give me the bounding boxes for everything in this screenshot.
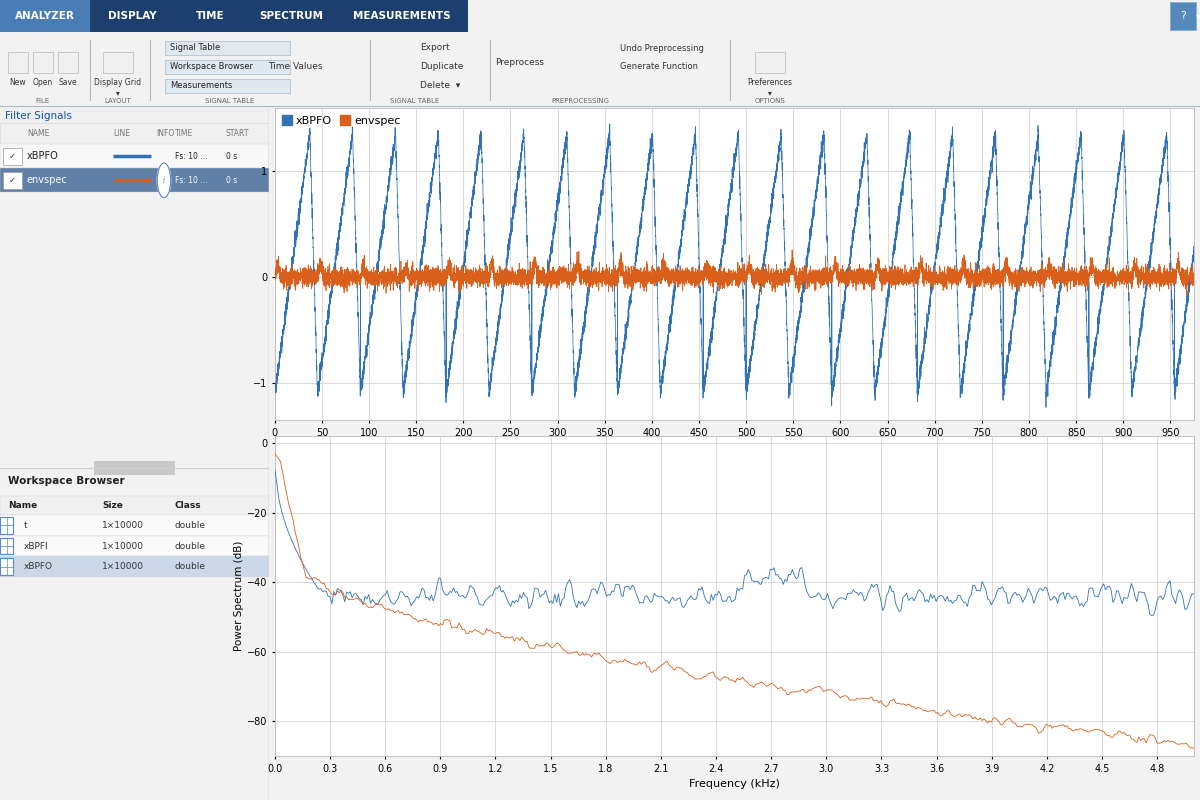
- Text: Preferences
▾: Preferences ▾: [748, 78, 792, 97]
- X-axis label: Frequency (kHz): Frequency (kHz): [689, 779, 780, 789]
- Bar: [0, 0, 90, 32]
- Text: Preprocess: Preprocess: [496, 58, 545, 67]
- Text: Workspace Browser: Workspace Browser: [8, 476, 125, 486]
- Text: INFO: INFO: [156, 129, 174, 138]
- Text: Filter Signals: Filter Signals: [5, 110, 72, 121]
- Bar: [1170, 2, 1196, 30]
- Bar: [336, 0, 468, 32]
- Text: Size: Size: [102, 501, 124, 510]
- Bar: [0, 144, 269, 168]
- Text: SIGNAL TABLE: SIGNAL TABLE: [390, 98, 439, 104]
- Legend: xBPFO, envspec: xBPFO, envspec: [281, 114, 403, 128]
- Text: 0 s: 0 s: [226, 176, 238, 185]
- Bar: [0, 515, 269, 536]
- Bar: [0, 495, 269, 515]
- Text: 1×10000: 1×10000: [102, 562, 144, 571]
- Text: START: START: [226, 129, 250, 138]
- Bar: [0, 517, 13, 534]
- Text: double: double: [175, 562, 205, 571]
- Text: Display Grid
▾: Display Grid ▾: [95, 78, 142, 97]
- Circle shape: [157, 163, 170, 198]
- Bar: [0, 557, 269, 577]
- Text: SIGNAL TABLE: SIGNAL TABLE: [205, 98, 254, 104]
- Text: PREPROCESSING: PREPROCESSING: [551, 98, 610, 104]
- Text: xBPFO: xBPFO: [26, 151, 59, 161]
- Bar: [0, 108, 269, 123]
- Bar: [174, 0, 246, 32]
- Text: MEASUREMENTS: MEASUREMENTS: [353, 11, 451, 21]
- Text: i: i: [163, 176, 166, 185]
- Text: DISPLAY: DISPLAY: [108, 11, 156, 21]
- Text: OPTIONS: OPTIONS: [755, 98, 785, 104]
- Text: double: double: [175, 542, 205, 550]
- Text: Fs: 10 ...: Fs: 10 ...: [175, 151, 208, 161]
- Text: 1×10000: 1×10000: [102, 542, 144, 550]
- Text: TIME: TIME: [175, 129, 193, 138]
- X-axis label: Time (ms): Time (ms): [707, 443, 762, 453]
- Text: TIME: TIME: [196, 11, 224, 21]
- Text: LAYOUT: LAYOUT: [104, 98, 132, 104]
- Text: xBPFI: xBPFI: [24, 542, 49, 550]
- Text: Undo Preprocessing: Undo Preprocessing: [620, 44, 704, 54]
- Text: Workspace Browser: Workspace Browser: [170, 62, 253, 71]
- Bar: [94, 461, 175, 474]
- Text: ?: ?: [1181, 11, 1186, 21]
- Text: t: t: [24, 521, 28, 530]
- Bar: [166, 60, 290, 74]
- Bar: [246, 0, 336, 32]
- Bar: [0, 536, 269, 557]
- Text: Time Values: Time Values: [268, 62, 323, 70]
- Bar: [0, 168, 269, 193]
- Text: 0 s: 0 s: [226, 151, 238, 161]
- Text: 1×10000: 1×10000: [102, 521, 144, 530]
- Text: Signal Table: Signal Table: [170, 43, 221, 53]
- Text: Fs: 10 ...: Fs: 10 ...: [175, 176, 208, 185]
- Text: Generate Function: Generate Function: [620, 62, 698, 70]
- Bar: [34, 52, 53, 73]
- Text: New: New: [10, 78, 26, 86]
- Text: double: double: [175, 521, 205, 530]
- Text: Open: Open: [32, 78, 53, 86]
- Text: ✓: ✓: [8, 151, 16, 161]
- Bar: [90, 0, 174, 32]
- Text: Class: Class: [175, 501, 202, 510]
- Text: envspec: envspec: [26, 175, 67, 186]
- Text: FILE: FILE: [36, 98, 50, 104]
- Text: LINE: LINE: [113, 129, 130, 138]
- Bar: [2, 172, 22, 189]
- Bar: [0, 558, 13, 575]
- Bar: [755, 52, 785, 73]
- Text: Name: Name: [8, 501, 37, 510]
- Bar: [166, 79, 290, 93]
- Text: Delete  ▾: Delete ▾: [420, 81, 461, 90]
- Bar: [2, 148, 22, 165]
- Text: xBPFO: xBPFO: [24, 562, 53, 571]
- Text: Duplicate: Duplicate: [420, 62, 463, 70]
- Y-axis label: Power Spectrum (dB): Power Spectrum (dB): [234, 541, 244, 651]
- Text: NAME: NAME: [26, 129, 49, 138]
- Text: ▾: ▾: [1195, 11, 1200, 21]
- Text: Export: Export: [420, 42, 450, 52]
- Bar: [166, 41, 290, 54]
- Bar: [0, 538, 13, 554]
- Bar: [58, 52, 78, 73]
- Text: ANALYZER: ANALYZER: [16, 11, 74, 21]
- Text: ✓: ✓: [8, 176, 16, 185]
- Bar: [103, 52, 133, 73]
- Text: Save: Save: [59, 78, 77, 86]
- Bar: [0, 123, 269, 144]
- Text: Measurements: Measurements: [170, 82, 233, 90]
- Text: SPECTRUM: SPECTRUM: [259, 11, 323, 21]
- Bar: [8, 52, 28, 73]
